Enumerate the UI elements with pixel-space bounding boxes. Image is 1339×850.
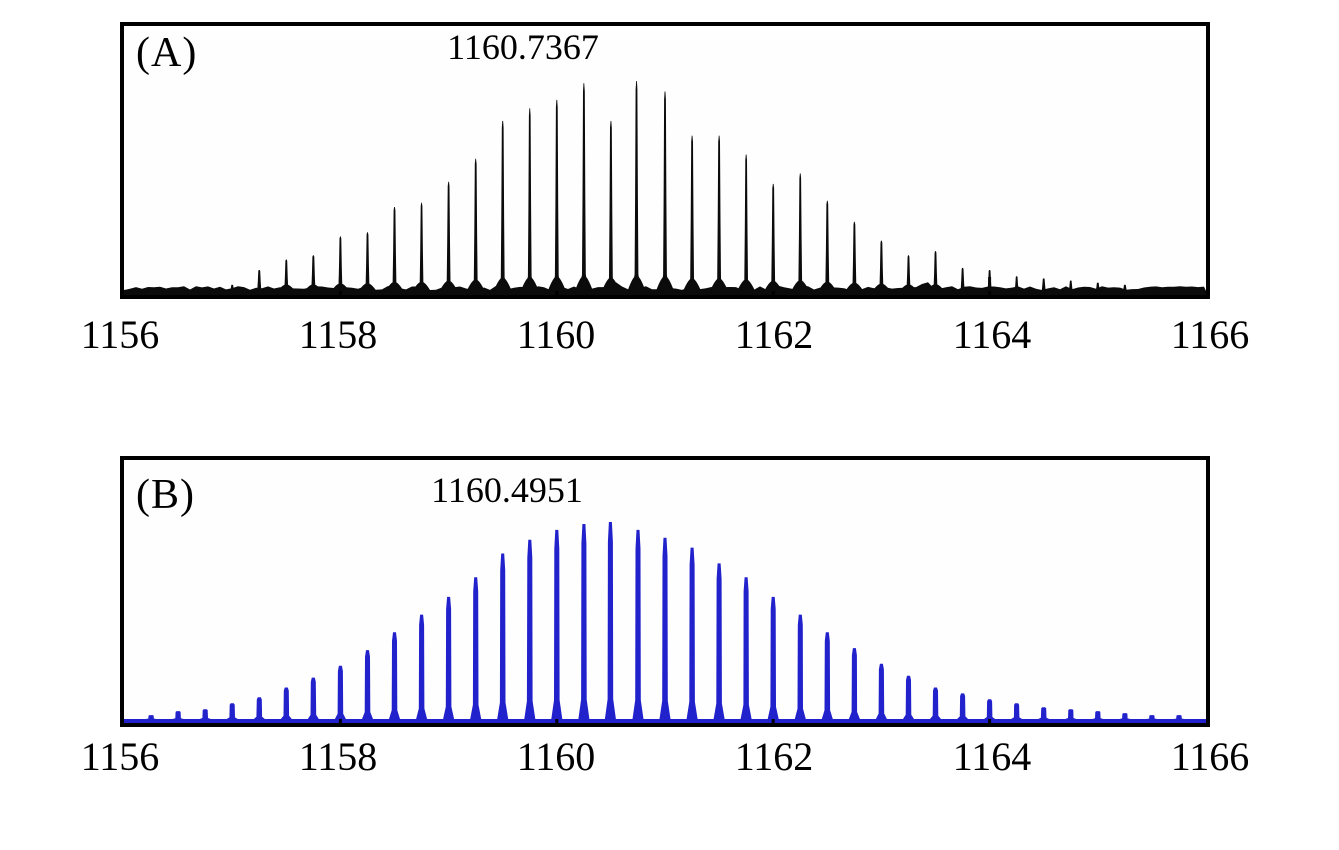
- x-axis-a: 1156 1158 1160 1162 1164 1166: [0, 315, 1339, 361]
- isotope-peak: [687, 135, 697, 291]
- x-tick-label: 1158: [298, 312, 378, 357]
- isotope-peak: [308, 255, 318, 291]
- isotope-peak: [443, 596, 455, 719]
- x-axis-b: 1156 1158 1160 1162 1164 1166: [0, 737, 1339, 783]
- isotope-peak: [795, 173, 805, 291]
- isotope-peak: [497, 553, 509, 719]
- isotope-peak: [822, 200, 832, 291]
- apex-mass-label-b: 1160.4951: [431, 470, 583, 510]
- isotope-peak: [1120, 284, 1130, 291]
- isotope-peak: [362, 650, 373, 719]
- x-tick-label: 1160: [516, 734, 596, 779]
- x-tick-label: 1162: [734, 734, 814, 779]
- isotope-peak: [1011, 703, 1023, 719]
- isotope-peak: [498, 120, 508, 292]
- x-tick-label: 1162: [734, 312, 814, 357]
- x-tick-label: 1156: [80, 734, 160, 779]
- isotope-peak: [281, 259, 291, 291]
- isotope-peak: [632, 529, 644, 719]
- x-tick-label: 1166: [1170, 312, 1250, 357]
- isotope-peak: [606, 120, 616, 292]
- isotope-peak: [930, 687, 941, 719]
- isotope-peak: [334, 665, 346, 719]
- isotope-peak: [1147, 286, 1157, 291]
- x-tick-label: 1164: [952, 312, 1032, 357]
- baseline-noise: [124, 280, 1206, 295]
- x-tick-label: 1164: [952, 734, 1032, 779]
- isotope-peak: [957, 693, 969, 719]
- isotope-peak: [552, 99, 562, 292]
- isotope-peak: [145, 715, 157, 719]
- baseline-line: [124, 719, 1206, 723]
- isotope-peak: [226, 703, 238, 719]
- isotope-peak: [794, 614, 806, 719]
- isotope-peak: [632, 81, 641, 291]
- isotope-peak: [444, 181, 454, 291]
- isotope-peak: [767, 596, 779, 719]
- isotope-peak: [579, 83, 589, 291]
- isotope-peak: [848, 648, 860, 719]
- isotope-peak: [876, 240, 886, 291]
- isotope-peak: [1065, 709, 1077, 719]
- isotope-peak: [741, 154, 751, 291]
- plot-box-a: [120, 22, 1210, 299]
- isotope-peak: [254, 270, 264, 291]
- isotope-peak: [1039, 278, 1049, 291]
- isotope-peak: [849, 221, 859, 291]
- isotope-peak: [416, 614, 428, 719]
- isotope-peak: [199, 709, 211, 719]
- isotope-peak: [1146, 715, 1158, 719]
- x-tick-label: 1158: [298, 734, 378, 779]
- isotope-peak: [390, 207, 399, 291]
- isotope-peak: [659, 537, 671, 719]
- isotope-peak: [335, 236, 345, 291]
- isotope-peak: [389, 632, 400, 719]
- isotope-peak: [307, 677, 319, 719]
- isotope-peak: [984, 699, 996, 719]
- isotope-peak: [1066, 280, 1076, 291]
- isotope-peak: [417, 202, 427, 291]
- isotope-peak: [172, 711, 184, 719]
- isotope-peak: [768, 183, 778, 291]
- apex-mass-label-a: 1160.7367: [447, 27, 599, 67]
- isotope-peak: [471, 158, 481, 291]
- isotope-peak: [821, 632, 833, 719]
- isotope-peak: [1173, 715, 1185, 719]
- isotope-peak: [713, 563, 725, 719]
- isotope-peak: [524, 539, 536, 719]
- isotope-peak: [604, 522, 616, 719]
- panel-label-b: (B): [136, 472, 195, 518]
- isotope-peak: [740, 577, 752, 719]
- isotope-peak: [227, 284, 237, 291]
- isotope-peak: [660, 91, 670, 291]
- isotope-peak: [686, 547, 698, 719]
- isotope-peak: [875, 663, 887, 719]
- panel-label-a: (A): [136, 30, 198, 76]
- isotope-peak: [280, 687, 292, 719]
- isotope-peak: [903, 675, 914, 719]
- isotope-peak: [1119, 713, 1131, 719]
- isotope-peak: [931, 251, 940, 291]
- isotope-peak: [551, 529, 563, 719]
- isotope-peak: [578, 524, 590, 719]
- isotope-peak: [253, 697, 265, 719]
- isotope-peak: [363, 232, 372, 291]
- isotope-peak: [904, 255, 913, 291]
- isotope-peak: [985, 270, 995, 291]
- isotope-peak: [525, 108, 535, 291]
- isotope-peak: [714, 135, 724, 291]
- isotope-peak: [958, 267, 968, 291]
- isotope-peak: [1012, 276, 1022, 291]
- isotope-peak: [1093, 282, 1103, 291]
- isotope-peak: [1092, 711, 1104, 719]
- x-tick-label: 1160: [516, 312, 596, 357]
- plot-box-b: [120, 456, 1210, 727]
- isotope-peak: [470, 577, 482, 719]
- spectrum-svg-b: [124, 522, 1206, 723]
- x-tick-label: 1156: [80, 312, 160, 357]
- spectrum-svg-a: [124, 81, 1206, 295]
- x-tick-label: 1166: [1170, 734, 1250, 779]
- isotope-peak: [1038, 707, 1050, 719]
